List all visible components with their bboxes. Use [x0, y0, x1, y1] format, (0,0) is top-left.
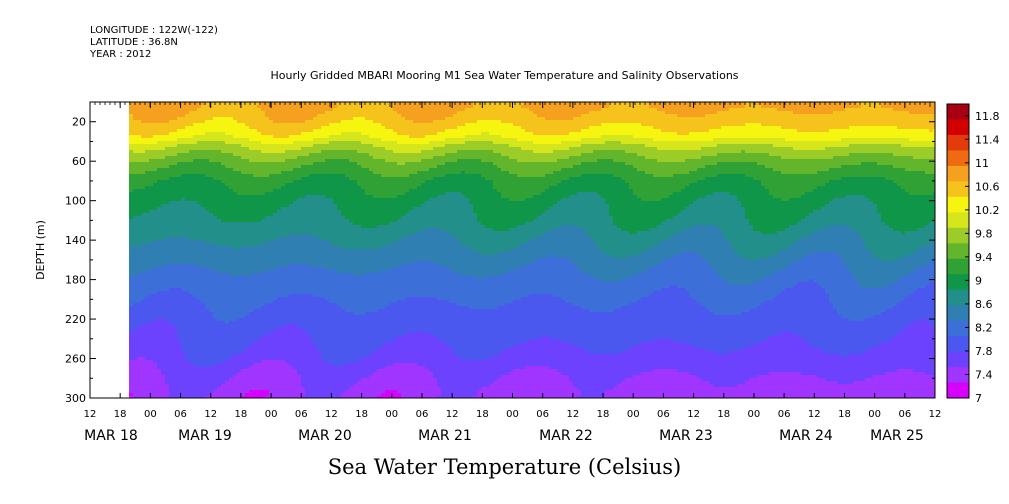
- y-tick-label: 100: [65, 195, 86, 208]
- colorbar-label: 7.4: [975, 368, 993, 381]
- x-day-label: MAR 20: [298, 428, 352, 444]
- x-hour-label: 12: [325, 409, 338, 420]
- colorbar-segment: [947, 352, 969, 368]
- y-tick-label: 60: [72, 155, 86, 168]
- colorbar-label: 7: [975, 392, 982, 405]
- y-tick-label: 300: [65, 392, 86, 405]
- x-hour-label: 06: [295, 409, 308, 420]
- x-hour-label: 00: [385, 409, 398, 420]
- colorbar-segment: [947, 150, 969, 166]
- colorbar-label: 11.8: [975, 110, 1000, 123]
- x-hour-label: 06: [657, 409, 670, 420]
- x-hour-label: 06: [536, 409, 549, 420]
- x-day-label: MAR 25: [870, 428, 924, 444]
- x-hour-label: 12: [446, 409, 459, 420]
- colorbar-label: 11.4: [975, 133, 1000, 146]
- x-day-label: MAR 24: [779, 428, 833, 444]
- x-hour-label: 18: [114, 409, 127, 420]
- y-axis-title: DEPTH (m): [34, 220, 47, 280]
- x-hour-label: 06: [898, 409, 911, 420]
- x-day-label: MAR 23: [659, 428, 713, 444]
- colorbar-segment: [947, 274, 969, 290]
- x-hour-label: 18: [355, 409, 368, 420]
- y-tick-label: 260: [65, 353, 86, 366]
- colorbar-segment: [947, 119, 969, 135]
- colorbar-segment: [947, 197, 969, 213]
- x-hour-label: 18: [838, 409, 851, 420]
- colorbar-label: 7.8: [975, 345, 993, 358]
- colorbar-segment: [947, 181, 969, 197]
- colorbar-segment: [947, 383, 969, 399]
- x-axis-title: Sea Water Temperature (Celsius): [0, 455, 1009, 479]
- x-day-label: MAR 22: [539, 428, 593, 444]
- y-tick-label: 180: [65, 274, 86, 287]
- colorbar-segment: [947, 367, 969, 383]
- colorbar-segment: [947, 228, 969, 244]
- colorbar-label: 10.2: [975, 204, 1000, 217]
- colorbar-segment: [947, 321, 969, 337]
- x-day-label: MAR 18: [84, 428, 138, 444]
- colorbar-label: 8.2: [975, 321, 993, 334]
- colorbar-segment: [947, 290, 969, 306]
- x-hour-label: 12: [84, 409, 97, 420]
- x-hour-label: 18: [597, 409, 610, 420]
- colorbar-segment: [947, 305, 969, 321]
- x-hour-label: 00: [868, 409, 881, 420]
- x-day-label: MAR 19: [178, 428, 232, 444]
- x-hour-label: 06: [416, 409, 429, 420]
- x-hour-label: 12: [687, 409, 700, 420]
- x-hour-label: 00: [144, 409, 157, 420]
- x-hour-label: 06: [778, 409, 791, 420]
- x-hour-label: 12: [566, 409, 579, 420]
- y-tick-label: 220: [65, 313, 86, 326]
- colorbar-segment: [947, 104, 969, 120]
- colorbar-segment: [947, 135, 969, 151]
- x-hour-label: 18: [476, 409, 489, 420]
- x-hour-label: 12: [929, 409, 942, 420]
- colorbar-segment: [947, 259, 969, 275]
- x-hour-label: 06: [174, 409, 187, 420]
- x-hour-label: 00: [265, 409, 278, 420]
- x-hour-label: 00: [506, 409, 519, 420]
- colorbar-label: 10.6: [975, 180, 1000, 193]
- temperature-field: [129, 102, 935, 398]
- colorbar-label: 9.4: [975, 251, 993, 264]
- colorbar-label: 9: [975, 274, 982, 287]
- x-hour-label: 00: [748, 409, 761, 420]
- y-tick-label: 20: [72, 116, 86, 129]
- x-hour-label: 12: [204, 409, 217, 420]
- colorbar-segment: [947, 336, 969, 352]
- colorbar: 11.8 11.4 11 10.6 10.2 9.8 9.4 9 8.6 8.2 7.8 7.4 7: [947, 104, 1000, 405]
- colorbar-label: 11: [975, 157, 989, 170]
- colorbar-label: 8.6: [975, 298, 993, 311]
- colorbar-segment: [947, 212, 969, 228]
- x-hour-label: 12: [808, 409, 821, 420]
- colorbar-label: 9.8: [975, 227, 993, 240]
- y-tick-label: 140: [65, 234, 86, 247]
- x-hour-label: 18: [235, 409, 248, 420]
- colorbar-segment: [947, 166, 969, 182]
- x-hour-label: 18: [717, 409, 730, 420]
- x-hour-label: 00: [627, 409, 640, 420]
- x-day-label: MAR 21: [418, 428, 472, 444]
